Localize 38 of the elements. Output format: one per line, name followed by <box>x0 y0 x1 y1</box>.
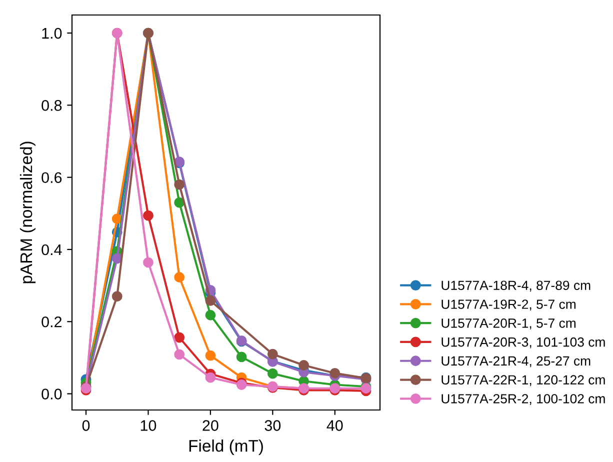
legend-label: U1577A-18R-4, 87-89 cm <box>442 280 590 292</box>
x-tick-label: 30 <box>264 420 281 431</box>
y-tick-label: 0.4 <box>42 244 62 256</box>
point <box>205 372 216 383</box>
point <box>205 295 216 306</box>
x-axis-title: Field (mT) <box>189 440 263 456</box>
point <box>330 368 340 378</box>
y-tick-label: 0.6 <box>42 172 62 184</box>
point <box>143 210 154 221</box>
legend-label: U1577A-25R-2, 100-102 cm <box>442 394 605 405</box>
point <box>267 348 278 360</box>
y-axis-title: pARM (normalized) <box>20 142 36 284</box>
x-tick-label: 10 <box>140 420 156 431</box>
point <box>174 349 185 360</box>
point <box>112 214 122 224</box>
point <box>236 352 247 362</box>
legend-label: U1577A-19R-2, 5-7 cm <box>442 300 576 310</box>
x-tick-label: 40 <box>326 420 343 431</box>
y-tick-label: 0.0 <box>42 388 62 400</box>
point <box>174 197 185 208</box>
legend-label: U1577A-20R-3, 101-103 cm <box>442 337 605 348</box>
point <box>143 257 154 268</box>
y-tick-label: 0.8 <box>42 100 62 111</box>
point <box>205 310 216 320</box>
point <box>112 291 122 302</box>
y-tick-label: 1.0 <box>42 28 62 39</box>
point <box>174 179 185 190</box>
point <box>174 272 185 282</box>
point <box>174 332 185 343</box>
x-tick-label: 0 <box>82 420 90 431</box>
y-tick-label: 0.2 <box>42 316 62 328</box>
legend-label: U1577A-22R-1, 120-122 cm <box>442 375 605 386</box>
x-tick-label: 20 <box>202 420 218 431</box>
point <box>298 360 309 370</box>
legend-label: U1577A-20R-1, 5-7 cm <box>442 318 576 330</box>
legend-label: U1577A-21R-4, 25-27 cm <box>442 356 590 368</box>
point <box>267 368 278 379</box>
point <box>205 350 216 361</box>
